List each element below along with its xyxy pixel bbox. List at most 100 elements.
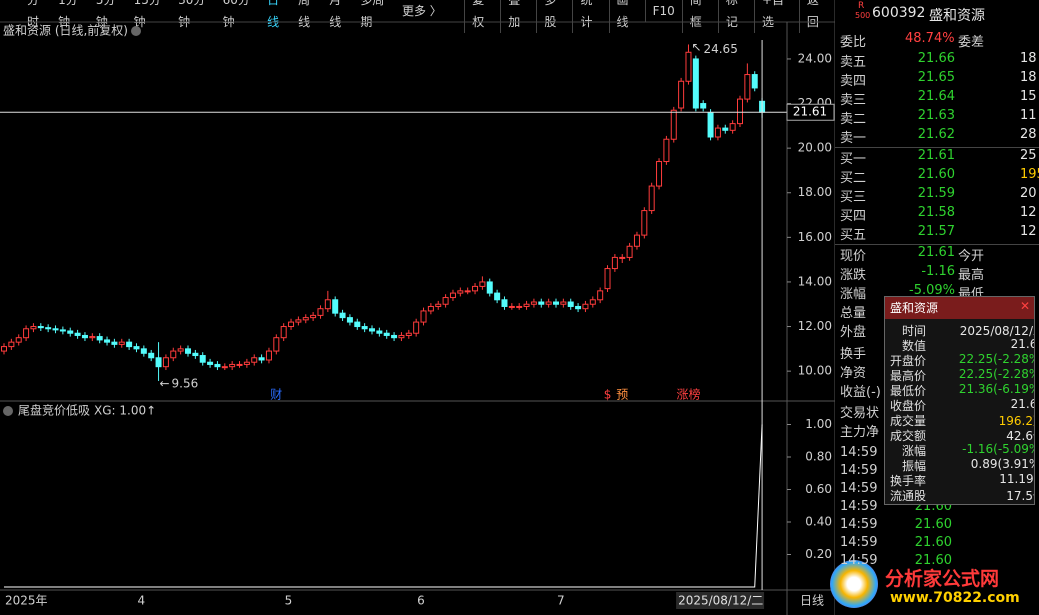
candle-body [170, 350, 177, 359]
stat-label: 收益(-) [840, 385, 881, 400]
stat-label: 外盘 [840, 325, 867, 340]
tool-button[interactable]: F10 [644, 0, 682, 22]
tooltip: 盛和资源 ✕ 时间 2025/08/12/二数值 21.61 开盘价 22.25(-2.… [884, 296, 1035, 505]
y-tick-label: 14.00 [798, 274, 832, 288]
candle-body [545, 301, 552, 305]
candle-body [273, 337, 280, 352]
candle-body [656, 161, 663, 187]
trade-price: 21.60 [914, 553, 952, 568]
candle-body [140, 348, 147, 354]
indicator-line [4, 424, 763, 588]
date-tag [676, 592, 765, 609]
trade-time: 14:59 [840, 535, 878, 550]
book-label: 买一 [840, 152, 867, 167]
book-price: 21.59 [917, 186, 955, 201]
x-tick-label: 5 [285, 594, 293, 608]
candle-body [133, 346, 140, 350]
stock-name: 盛和资源 [929, 8, 985, 24]
high-label: 24.65 [703, 42, 737, 56]
candle-body [23, 328, 30, 339]
label: 委比 [840, 35, 867, 50]
candle-body [221, 366, 228, 369]
candle-body [199, 355, 206, 363]
candle-body [280, 326, 287, 339]
book-label: 卖一 [840, 131, 867, 146]
y-tick-label: 0.60 [805, 482, 832, 496]
tooltip-label: 最低价 [889, 384, 926, 398]
x-tick-label: 2025年 [5, 594, 48, 608]
candle-body [192, 352, 199, 357]
candle-body [670, 109, 677, 140]
candle-body [155, 357, 162, 368]
stat-label: 净资 [840, 366, 867, 381]
candle-body [553, 301, 559, 305]
y-tick-label: 12.00 [798, 319, 832, 333]
candle-body [310, 314, 317, 319]
candle-body [744, 74, 751, 100]
book-label: 买四 [840, 209, 867, 224]
book-volume: 11 [1020, 108, 1037, 123]
candle-body [611, 256, 618, 270]
watermark-url: www.70822.com [890, 590, 1020, 606]
tooltip-value: 21.61 [1010, 337, 1034, 351]
candle-body [398, 334, 405, 339]
candle-body [700, 103, 707, 109]
price-tag-label: 21.61 [793, 105, 827, 119]
period-tab[interactable]: 更多 〉 [401, 4, 442, 18]
tooltip-label: 时间 [901, 324, 926, 338]
candle-body [229, 363, 236, 368]
candle-body [15, 337, 22, 343]
candle-body [648, 185, 655, 212]
book-volume: 18 [1020, 70, 1037, 85]
tooltip-value: 42.6亿 [1006, 429, 1034, 443]
book-price: 21.62 [917, 127, 955, 142]
price-tag [786, 103, 835, 121]
stat-value: -1.16 [921, 264, 955, 279]
stat-label: 现价 [840, 249, 867, 264]
book-volume: 12 [1020, 205, 1037, 220]
tooltip-value: 2025/08/12/二 [959, 324, 1034, 338]
candle-body [258, 357, 265, 361]
menu-icon[interactable] [3, 406, 13, 416]
candle-body [604, 268, 611, 290]
candle-body [538, 301, 545, 305]
candle-body [626, 245, 633, 258]
candle-body [185, 348, 191, 354]
stock-code: 600392 [872, 5, 926, 21]
candle-body [383, 332, 390, 336]
candle-body [435, 303, 442, 307]
book-volume: 25 [1020, 148, 1037, 163]
menu-icon[interactable] [131, 26, 141, 36]
x-tick-label: 7 [557, 594, 565, 608]
tooltip-value: 21.61 [1010, 397, 1034, 411]
candle-body [288, 321, 295, 328]
tooltip-value: 17.5亿 [1006, 489, 1034, 503]
candle-body [96, 336, 103, 341]
y-tick-label: 0.80 [805, 450, 832, 464]
trade-time: 14:59 [840, 481, 878, 496]
candle-body [729, 123, 736, 131]
book-volume: 20 [1020, 186, 1037, 201]
candle-body [339, 312, 346, 319]
candle-body [501, 299, 508, 307]
candle-body [162, 357, 169, 368]
book-price: 21.57 [917, 224, 955, 239]
candle-body [1, 346, 7, 352]
tooltip-label: 数值 [901, 339, 926, 353]
candle-body [494, 292, 501, 301]
candle-body [74, 332, 81, 336]
candle-body [346, 317, 353, 323]
tooltip-value: 22.25(-2.28%) [958, 352, 1034, 366]
book-price: 21.61 [917, 148, 955, 163]
candle-body [148, 352, 155, 359]
book-volume: 28 [1020, 127, 1037, 142]
candle-body [214, 363, 221, 368]
candle-body [737, 98, 743, 125]
tooltip-value: -1.16(-5.09%) [962, 442, 1034, 456]
tooltip-title: 盛和资源 [885, 297, 1034, 319]
book-volume: 18 [1020, 51, 1037, 66]
tooltip-label: 振幅 [901, 459, 926, 473]
candle-body [457, 290, 464, 294]
close-button[interactable]: ✕ [1019, 299, 1030, 313]
